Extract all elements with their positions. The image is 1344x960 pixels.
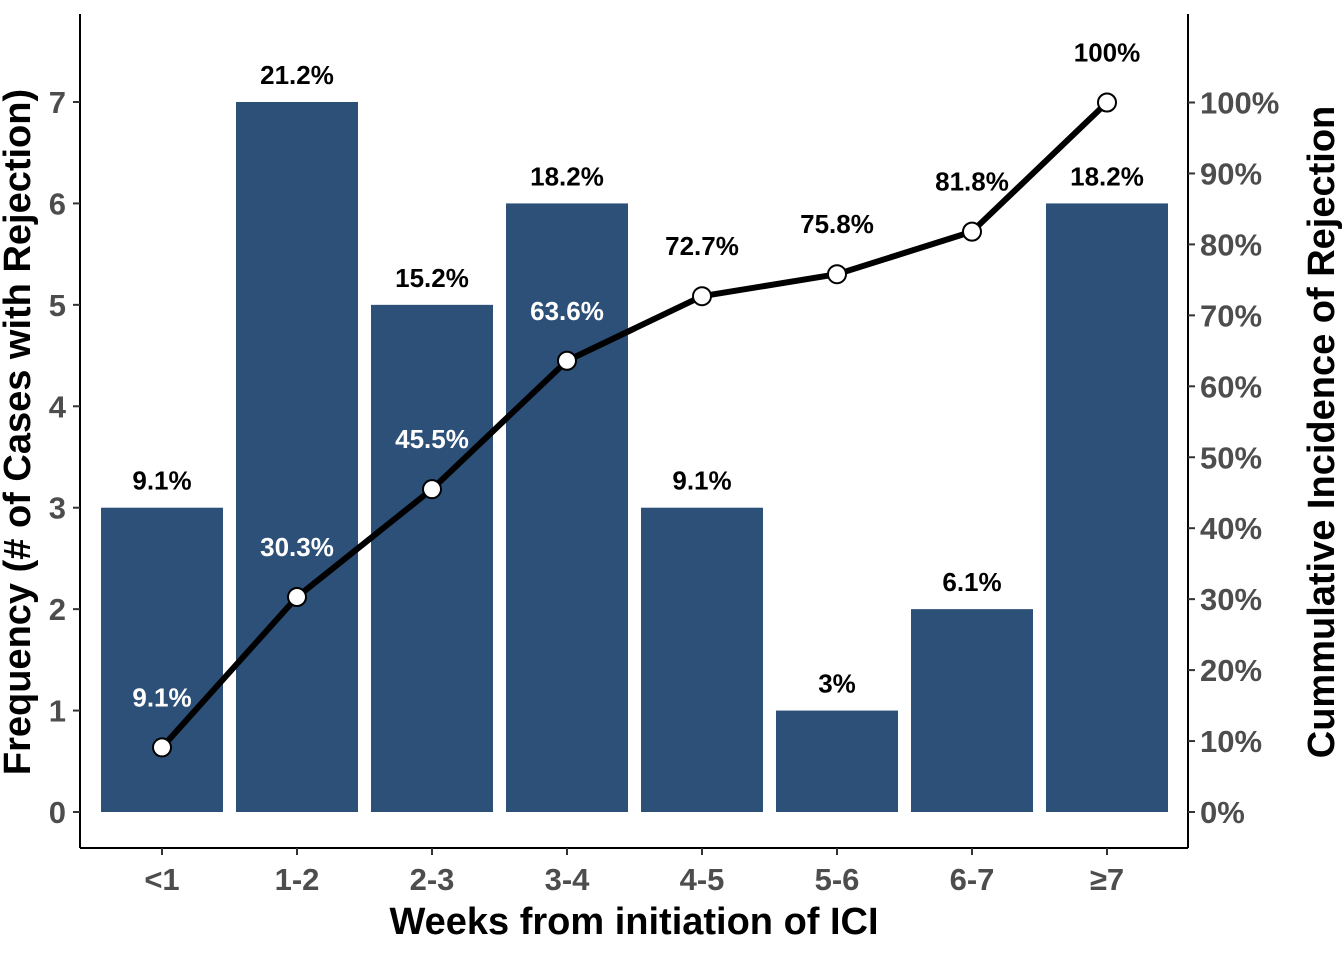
cumulative-line-series xyxy=(152,92,1117,758)
x-tick-label-6: 6-7 xyxy=(950,862,995,897)
cumulative-point-4 xyxy=(692,286,712,307)
cumulative-point-1 xyxy=(287,587,307,608)
cumulative-point-6 xyxy=(962,221,982,242)
right-tick-label-7: 70% xyxy=(1200,298,1262,333)
cumulative-data-label-2: 45.5% xyxy=(395,424,469,454)
cumulative-labels: 9.1% 30.3% 45.5% 63.6% 72.7% 75.8% 81.8% 100% xyxy=(132,38,1140,713)
x-tick-label-4: 4-5 xyxy=(680,862,725,897)
left-tick-label-1: 1 xyxy=(49,694,66,729)
bar-labels: 9.1% 21.2% 15.2% 18.2% 9.1% 3% 6.1% 18.2% xyxy=(132,60,1144,699)
left-tick-label-7: 7 xyxy=(49,85,66,120)
left-tick-label-0: 0 xyxy=(49,795,66,830)
bar-5 xyxy=(776,710,898,812)
right-tick-label-0: 0% xyxy=(1200,795,1245,830)
bar-0 xyxy=(101,507,223,812)
bar-data-label-3: 18.2% xyxy=(530,161,604,191)
bar-data-label-2: 15.2% xyxy=(395,263,469,293)
left-y-ticks: 0 1 2 3 4 5 6 7 xyxy=(49,85,80,830)
right-tick-label-3: 30% xyxy=(1200,582,1262,617)
bar-data-label-5: 3% xyxy=(818,669,856,699)
left-tick-label-2: 2 xyxy=(49,592,66,627)
cumulative-point-3 xyxy=(557,350,577,371)
x-tick-label-2: 2-3 xyxy=(410,862,455,897)
x-tick-label-3: 3-4 xyxy=(545,862,591,897)
bar-data-label-6: 6.1% xyxy=(942,567,1001,597)
cumulative-data-label-7: 100% xyxy=(1074,38,1141,68)
bar-6 xyxy=(911,609,1033,812)
axes xyxy=(79,14,1189,849)
x-tick-label-5: 5-6 xyxy=(815,862,860,897)
bar-data-label-4: 9.1% xyxy=(672,466,731,496)
bar-data-label-1: 21.2% xyxy=(260,60,334,90)
left-tick-label-4: 4 xyxy=(49,389,67,424)
x-ticks: <1 1-2 2-3 3-4 4-5 5-6 6-7 ≥7 xyxy=(144,848,1124,897)
bar-series xyxy=(101,101,1168,813)
right-tick-label-6: 60% xyxy=(1200,369,1262,404)
left-tick-label-5: 5 xyxy=(49,288,66,323)
cumulative-data-label-6: 81.8% xyxy=(935,167,1009,197)
cumulative-data-label-3: 63.6% xyxy=(530,296,604,326)
bar-7 xyxy=(1046,203,1168,813)
bar-1 xyxy=(236,101,358,813)
right-tick-label-1: 10% xyxy=(1200,724,1262,759)
right-tick-label-10: 100% xyxy=(1200,86,1279,121)
right-tick-label-9: 90% xyxy=(1200,156,1262,191)
cumulative-point-0 xyxy=(152,737,172,758)
bar-4 xyxy=(641,507,763,812)
right-tick-label-8: 80% xyxy=(1200,227,1262,262)
right-tick-label-4: 40% xyxy=(1200,511,1262,546)
cumulative-point-5 xyxy=(827,264,847,285)
bar-3 xyxy=(506,203,628,813)
x-axis-title: Weeks from initiation of ICI xyxy=(389,901,878,943)
bar-data-label-7: 18.2% xyxy=(1070,161,1144,191)
x-tick-label-0: <1 xyxy=(144,862,179,897)
x-tick-label-1: 1-2 xyxy=(275,862,320,897)
cumulative-point-7 xyxy=(1097,92,1117,113)
right-y-ticks: 0% 10% 20% 30% 40% 50% 60% 70% 80% 90% 100% xyxy=(1188,86,1279,830)
x-tick-label-7: ≥7 xyxy=(1090,862,1124,897)
cumulative-data-label-0: 9.1% xyxy=(132,682,191,712)
bar-2 xyxy=(371,304,493,812)
right-y-axis-title: Cummulative Incidence of Rejection xyxy=(1301,106,1343,758)
bar-data-label-0: 9.1% xyxy=(132,466,191,496)
cumulative-data-label-5: 75.8% xyxy=(800,209,874,239)
left-tick-label-3: 3 xyxy=(49,491,66,526)
cumulative-data-label-1: 30.3% xyxy=(260,532,334,562)
right-tick-label-2: 20% xyxy=(1200,653,1262,688)
cumulative-point-2 xyxy=(422,479,442,500)
left-tick-label-6: 6 xyxy=(49,186,66,221)
cumulative-data-label-4: 72.7% xyxy=(665,231,739,261)
left-y-axis-title: Frequency (# of Cases with Rejection) xyxy=(0,89,39,775)
cumulative-line xyxy=(159,99,1110,751)
right-tick-label-5: 50% xyxy=(1200,440,1262,475)
